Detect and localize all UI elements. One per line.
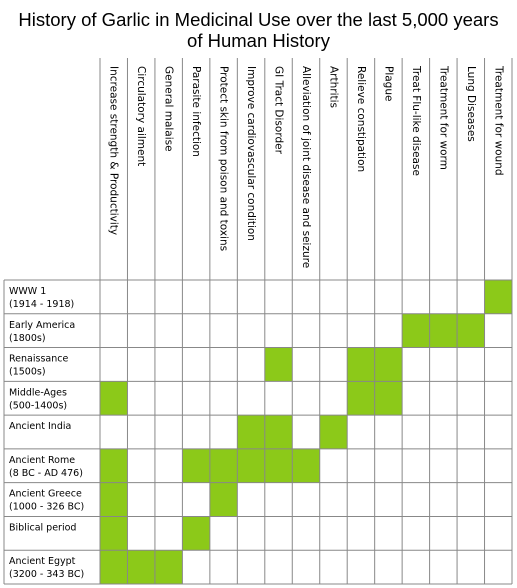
filled-cell <box>209 448 238 483</box>
chart-title-line-1: History of Garlic in Medicinal Use over … <box>18 9 499 30</box>
row-label: WWW 1 <box>9 286 46 297</box>
filled-cell <box>154 550 183 584</box>
row-sublabel: (1500s) <box>9 367 46 378</box>
column-label: Treatment for wound <box>492 65 504 176</box>
filled-cell <box>182 516 210 551</box>
column-label: Improve cardiovascular condition <box>245 66 257 241</box>
filled-cell <box>100 516 128 551</box>
row-label: Early America <box>9 320 75 331</box>
filled-cell <box>402 313 430 348</box>
column-label: Lung Diseases <box>465 66 477 142</box>
column-label: Circulatory ailment <box>135 66 147 166</box>
filled-cell <box>100 482 128 517</box>
column-label: Treatment for worm <box>437 65 449 170</box>
filled-cell <box>182 448 210 483</box>
column-label: Arthritis <box>327 66 339 108</box>
chart-title-line-2: of Human History <box>187 30 330 51</box>
chart-title: History of Garlic in Medicinal Use over … <box>0 9 517 51</box>
row-sublabel: (1000 - 326 BC) <box>9 502 84 513</box>
filled-cell <box>319 415 348 449</box>
filled-cell <box>100 381 128 416</box>
row-sublabel: (1800s) <box>9 333 46 344</box>
filled-cell <box>264 347 293 382</box>
column-label: GI Tract Disorder <box>273 66 285 155</box>
row-label: Renaissance <box>9 354 68 365</box>
filled-cell <box>264 415 293 449</box>
column-label: Alleviation of joint disease and seizure <box>300 66 312 268</box>
row-sublabel: (1914 - 1918) <box>9 299 74 310</box>
row-label: Biblical period <box>9 522 76 533</box>
column-label: Plague <box>382 66 394 101</box>
column-label: General malaise <box>163 66 175 152</box>
row-label: Ancient Rome <box>9 455 75 466</box>
filled-cell <box>484 280 512 314</box>
filled-cell <box>237 415 265 449</box>
filled-cell <box>292 448 320 483</box>
row-sublabel: (8 BC - AD 476) <box>9 468 83 479</box>
filled-cell <box>264 448 293 483</box>
filled-cell <box>127 550 155 584</box>
column-label: Parasite infection <box>190 66 202 157</box>
column-label: Protect skin from poison and toxins <box>218 66 230 251</box>
filled-cell <box>209 482 238 517</box>
filled-cell <box>347 381 375 416</box>
column-label: Increase strength & Productivity <box>108 66 120 235</box>
filled-cell <box>457 313 485 348</box>
row-label: Middle-Ages <box>9 387 67 398</box>
filled-cell <box>237 448 265 483</box>
filled-cell <box>100 448 128 483</box>
filled-cell <box>374 381 403 416</box>
filled-cell <box>347 347 375 382</box>
row-label: Ancient India <box>9 421 71 432</box>
row-sublabel: (500-1400s) <box>9 400 67 411</box>
filled-cell <box>100 550 128 584</box>
row-label: Ancient Egypt <box>9 556 76 567</box>
column-label: Treat Flu-like disease <box>410 65 422 176</box>
row-label: Ancient Greece <box>9 489 82 500</box>
row-sublabel: (3200 - 343 BC) <box>9 569 84 580</box>
filled-cell <box>374 347 403 382</box>
column-label: Relieve constipation <box>355 66 367 172</box>
filled-cell <box>429 313 458 348</box>
